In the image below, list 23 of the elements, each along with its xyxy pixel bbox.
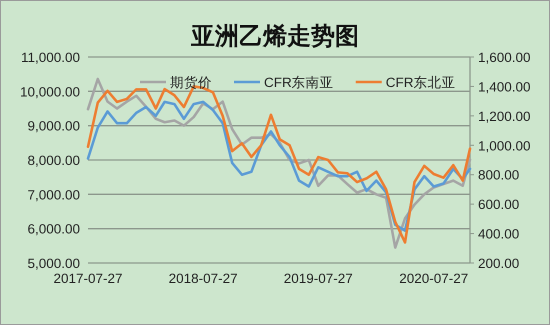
y2-tick-label: 600.00 — [478, 197, 520, 212]
y-tick-label: 9,000.00 — [27, 118, 80, 134]
legend-label: CFR东南亚 — [264, 75, 334, 90]
x-tick-label: 2019-07-27 — [284, 271, 353, 286]
legend-label: CFR东北亚 — [386, 75, 456, 90]
x-tick-label: 2017-07-27 — [53, 271, 123, 286]
y-tick-label: 8,000.00 — [27, 153, 80, 168]
y-tick-label: 11,000.00 — [20, 50, 80, 65]
y2-tick-label: 1,000.00 — [478, 138, 531, 154]
y-tick-label: 6,000.00 — [27, 222, 80, 237]
y2-tick-label: 1,200.00 — [478, 108, 531, 124]
legend-label: 期货价 — [170, 75, 212, 90]
x-tick-label: 2020-07-27 — [399, 271, 468, 286]
y-tick-label: 5,000.00 — [27, 256, 80, 271]
y2-tick-label: 1,400.00 — [478, 79, 531, 94]
chart-title: 亚洲乙烯走势图 — [190, 23, 359, 50]
y2-tick-label: 1,600.00 — [478, 50, 531, 65]
y-tick-label: 7,000.00 — [27, 187, 80, 202]
y2-tick-label: 200.00 — [478, 256, 520, 271]
y-tick-label: 10,000.00 — [20, 84, 80, 100]
y2-tick-label: 800.00 — [478, 168, 520, 183]
y2-tick-label: 400.00 — [478, 226, 520, 242]
x-tick-label: 2018-07-27 — [168, 271, 238, 286]
